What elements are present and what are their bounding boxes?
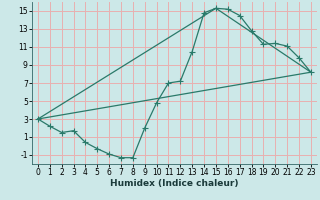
X-axis label: Humidex (Indice chaleur): Humidex (Indice chaleur) [110, 179, 239, 188]
